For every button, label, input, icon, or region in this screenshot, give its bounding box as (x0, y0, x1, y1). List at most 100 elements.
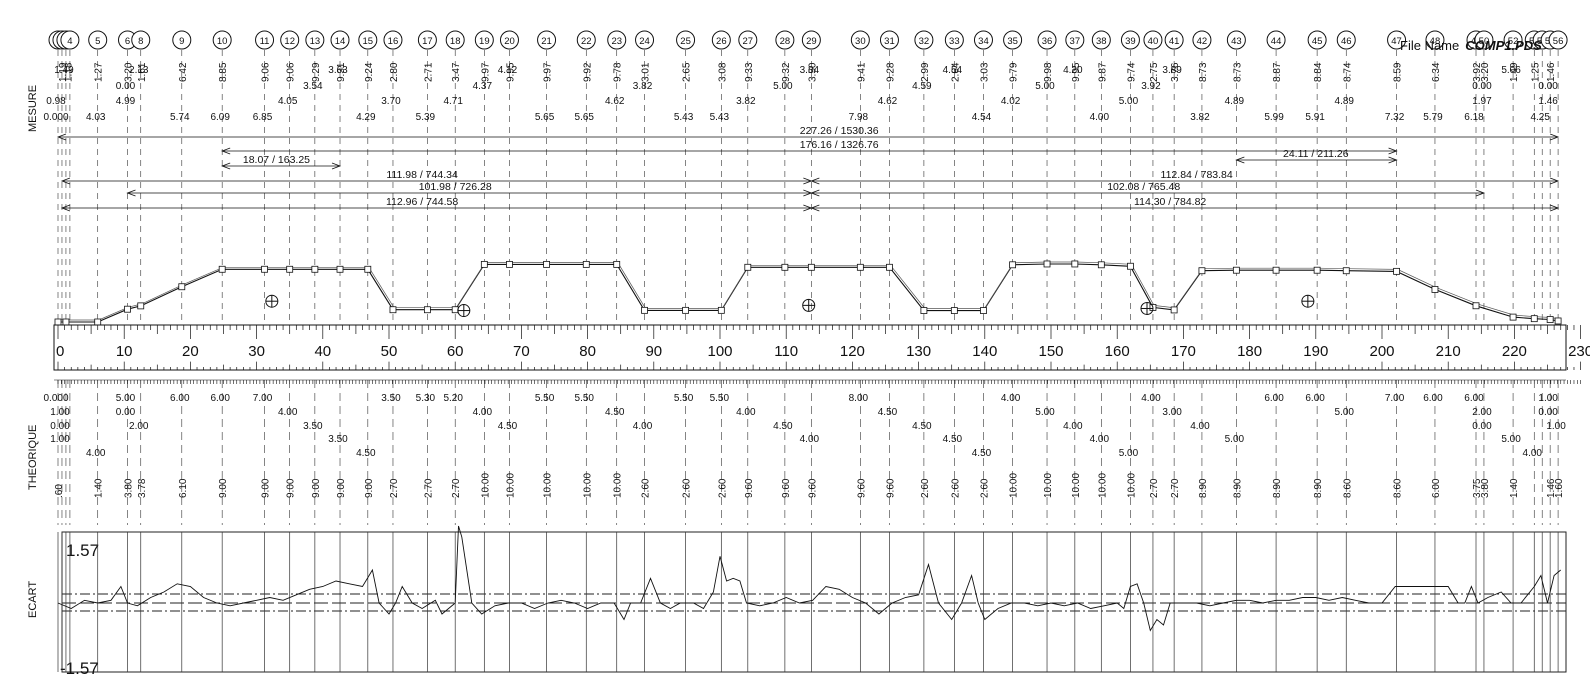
ruler-label: 130 (906, 343, 931, 360)
mesure-section-label: MESURE (27, 85, 39, 132)
profile-point-marker (886, 263, 893, 271)
mesure-depth-value: 9.95 (1071, 62, 1082, 82)
dimension-arrow-right (331, 162, 342, 170)
mesure-offset-value: 0.98 (46, 96, 66, 107)
mesure-offset-value: 7.32 (1385, 112, 1405, 123)
profile-point-marker (1097, 261, 1105, 269)
mesure-depth-value: 2.75 (1149, 62, 1160, 82)
dimension-arrow-right (1388, 147, 1398, 155)
theorique-offset-value: 4.00 (1190, 421, 1210, 432)
profile-point-marker (1313, 266, 1321, 274)
mesure-depth-value: 9.87 (1097, 62, 1108, 82)
point-number: 5 (95, 36, 100, 47)
mesure-offset-value: 3.82 (633, 81, 653, 92)
mesure-offset-value: 4.00 (1090, 112, 1110, 123)
point-bubble (1003, 30, 1023, 50)
point-number: 17 (422, 36, 433, 47)
dimension-lines: 227.26 / 1530.36 176.16 / 1326.76 18.07 / … (56, 125, 1560, 212)
point-bubble (172, 30, 192, 50)
mesure-depth-value: 2.99 (920, 62, 931, 82)
theorique-offset-value: 0.00 (1472, 421, 1492, 432)
point-bubble (1143, 30, 1163, 50)
point-bubble (635, 30, 655, 50)
theorique-depth-value: 1.40 (1509, 478, 1520, 498)
theorique-depth-value: 2.60 (682, 478, 693, 498)
mesure-offset-value: 4.89 (1335, 96, 1355, 107)
point-bubble (1091, 30, 1111, 50)
dimension-label: 112.96 / 744.58 (386, 196, 458, 208)
theorique-depth-value: 8.60 (1393, 478, 1404, 498)
theorique-depth-value: 8.90 (1232, 478, 1243, 498)
mesure-depth-value: 9.28 (885, 62, 896, 82)
theorique-depth-value: 8.90 (1313, 478, 1324, 498)
mesure-offset-value: 4.25 (1530, 112, 1550, 123)
dimension-arrow-left (221, 162, 231, 170)
theorique-offset-value: 4.00 (633, 421, 653, 432)
ruler-label: 70 (513, 343, 530, 360)
point-bubble (1503, 30, 1523, 50)
point-bubble (1425, 30, 1445, 50)
point-number: 45 (1312, 36, 1323, 47)
point-bubble (1192, 30, 1212, 50)
ecart-panel (61, 531, 1567, 673)
profile-point-marker (1071, 260, 1079, 268)
point-number: 15 (363, 36, 374, 47)
mesure-depth-value: 6.42 (178, 62, 189, 82)
profile-point-marker (54, 318, 62, 326)
theorique-offset-value: 1.00 (50, 407, 70, 418)
theorique-depth-value: 9.00 (261, 478, 272, 498)
mesure-depth-value: 9.79 (1009, 62, 1020, 82)
theorique-depth-value: 10.00 (582, 473, 593, 498)
point-bubble (1307, 30, 1327, 50)
theorique-offset-value: 1.00 (1538, 393, 1558, 404)
profile-point-marker (950, 307, 958, 314)
mesure-offset-value: 4.59 (912, 81, 932, 92)
mesure-depth-value: 3.47 (451, 62, 462, 82)
point-bubble (738, 30, 758, 50)
point-bubble (711, 30, 731, 50)
mesure-offset-values: 1.49 0.98 0.000 4.03 0.00 2.13 4.99 5.74 6.09 6.8… (43, 65, 1558, 123)
mesure-offset-value: 6.18 (1464, 112, 1484, 123)
mesure-offset-value: 4.05 (278, 96, 298, 107)
theorique-offset-value: 4.00 (278, 407, 298, 418)
profile-point-marker (1272, 266, 1280, 274)
theorique-offset-value: 6.00 (1305, 393, 1325, 404)
mesure-offset-value: 5.91 (1305, 112, 1325, 123)
point-bubble (1065, 30, 1085, 50)
theorique-offset-value: 5.00 (1119, 448, 1139, 459)
theorique-offset-value: 4.00 (1523, 448, 1543, 459)
ruler-label: 180 (1237, 343, 1262, 360)
theorique-offset-value: 5.50 (674, 393, 694, 404)
ruler-label: 0 (56, 343, 64, 360)
point-bubble (383, 30, 403, 50)
mesure-depth-value: 9.97 (543, 62, 554, 82)
theorique-depth-value: 3.80 (124, 478, 135, 498)
theorique-depth-value: 8.90 (1198, 478, 1209, 498)
dimension-arrow-right (1549, 133, 1560, 141)
profile-point-marker (218, 265, 226, 273)
ruler-label: 10 (116, 343, 133, 360)
mesure-offset-value: 5.43 (674, 112, 694, 123)
theorique-offset-value: 4.00 (800, 434, 820, 445)
point-number: 34 (978, 36, 989, 47)
theorique-depth-value: 9.60 (885, 478, 896, 498)
file-name-label: File Name (1400, 38, 1460, 53)
point-bubble (801, 30, 821, 50)
theorique-offset-value: 4.50 (878, 407, 898, 418)
ruler-label: 80 (579, 343, 596, 360)
profile-point-marker (1509, 313, 1517, 321)
theorique-offset-value: 5.30 (416, 393, 436, 404)
mesure-offset-value: 3.89 (1162, 65, 1182, 76)
profile-point-marker (137, 302, 145, 310)
theorique-depth-value: 10.00 (1009, 473, 1020, 498)
ruler-label: 30 (248, 343, 265, 360)
mesure-depth-value: 9.31 (336, 62, 347, 82)
theorique-depth-value: 3.78 (137, 478, 148, 498)
theorique-depth-value: 6.10 (178, 478, 189, 498)
point-number: 35 (1007, 36, 1018, 47)
ruler-label: 210 (1436, 343, 1461, 360)
profile-point-marker (920, 307, 928, 314)
theorique-offset-value: 4.50 (605, 407, 625, 418)
mesure-offset-value: 5.00 (1119, 96, 1139, 107)
point-bubble (973, 30, 993, 50)
